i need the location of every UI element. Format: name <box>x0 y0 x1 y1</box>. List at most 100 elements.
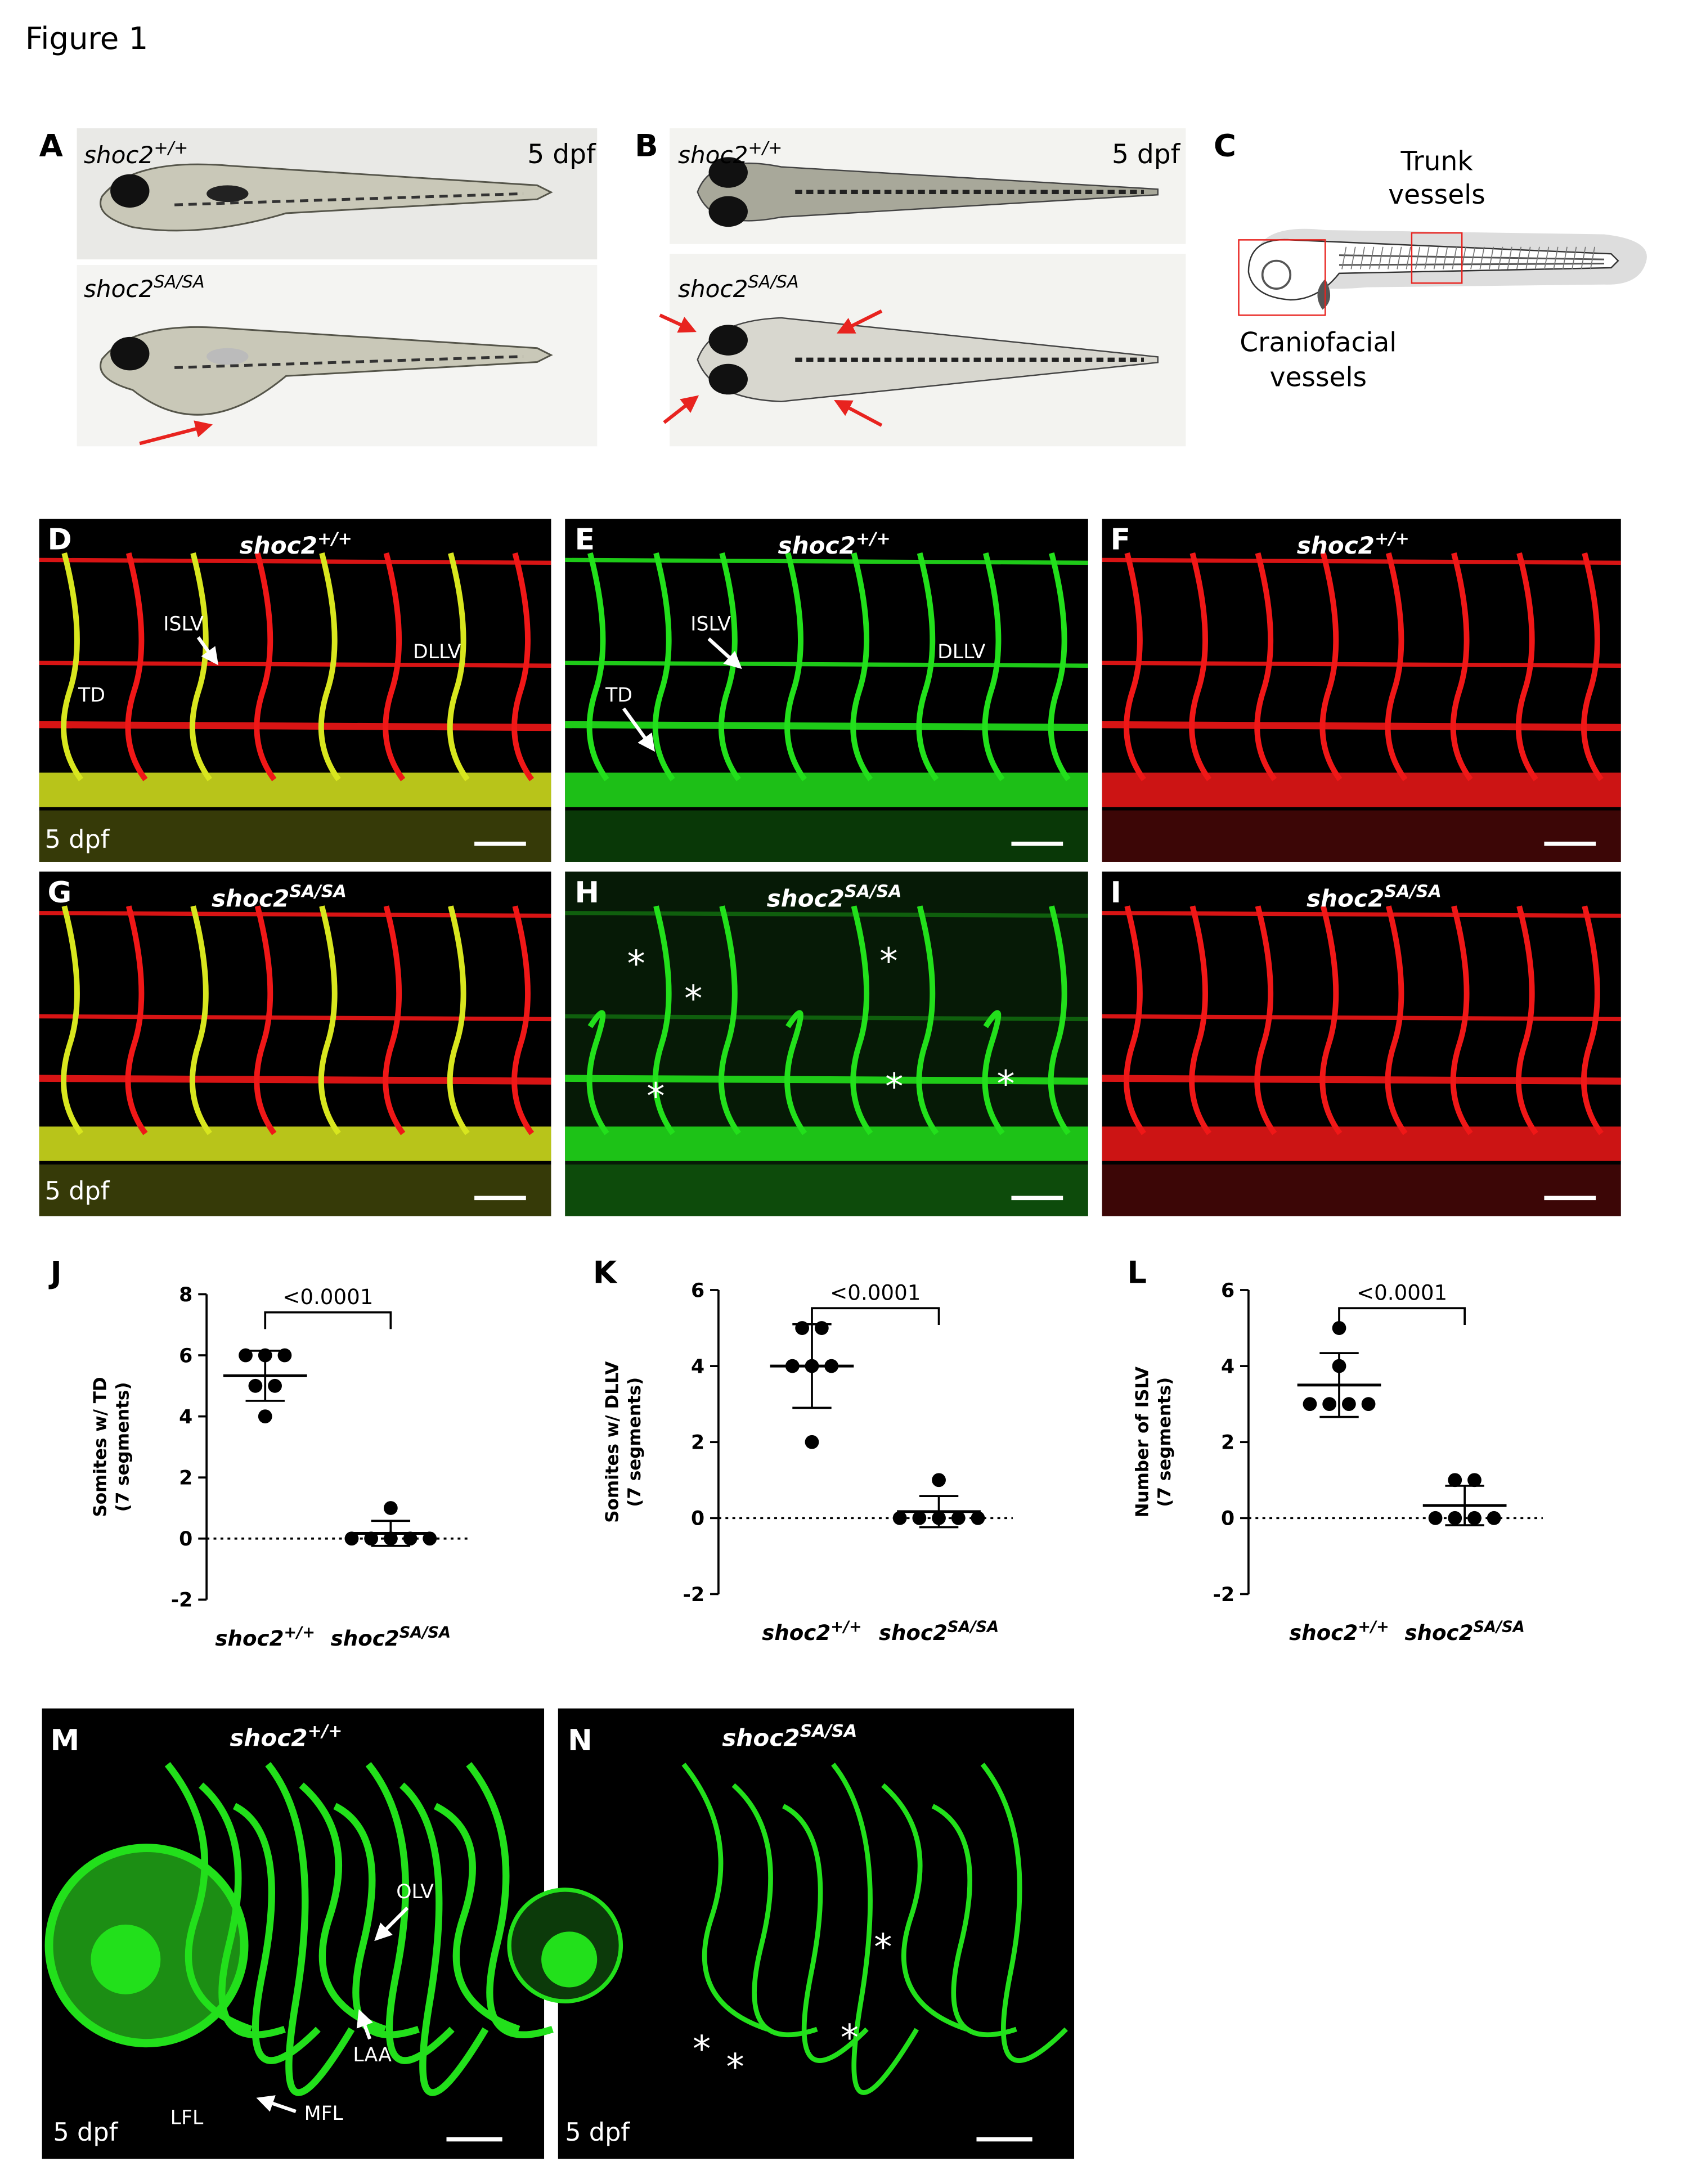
schematic-segment <box>1387 246 1393 269</box>
schematic-segment <box>1424 246 1430 269</box>
data-point <box>912 1511 927 1525</box>
significance-bracket <box>811 1307 940 1325</box>
gene: shoc2 <box>212 884 289 912</box>
genotype-label: shoc2+/+ <box>240 529 352 559</box>
schematic-segment <box>1562 246 1568 269</box>
cranial-vessel <box>333 1803 420 2038</box>
panel-letter: K <box>593 1255 618 1291</box>
x-tick-label: shoc2+/+ <box>1289 1618 1389 1645</box>
y-tick-label: -2 <box>171 1589 193 1612</box>
cranial-vessel <box>399 1782 489 2096</box>
schematic-segment <box>1378 246 1384 269</box>
allele: +/+ <box>748 138 782 158</box>
arrow <box>834 400 883 427</box>
lower-vessels <box>1102 1164 1621 1216</box>
horizontal-vessel <box>39 558 551 565</box>
vessel-label: DLLV <box>413 641 461 663</box>
schematic-label: Trunk <box>1400 146 1473 177</box>
stage-label: 5 dpf <box>527 139 596 170</box>
segmental-vessel <box>1124 905 1146 1135</box>
stage-label: 5 dpf <box>45 825 110 854</box>
figure-title: Figure 1 <box>25 20 148 56</box>
segmental-vessel <box>850 905 873 1135</box>
schematic-segment <box>1498 246 1503 269</box>
y-tick-label: 0 <box>691 1508 704 1530</box>
schematic-label: vessels <box>1388 179 1485 210</box>
data-point <box>805 1435 819 1449</box>
arrow <box>663 395 699 424</box>
genotype-label: shoc2SA/SA <box>722 1722 857 1752</box>
horizontal-vessel <box>1102 1014 1621 1022</box>
schematic-segment <box>1516 246 1522 269</box>
data-point <box>932 1473 946 1488</box>
cranial-vessel <box>731 1783 818 2037</box>
segmental-vessel <box>511 552 535 781</box>
data-point <box>1322 1397 1337 1412</box>
arrow <box>356 2009 373 2040</box>
cranial-vessel <box>365 1761 455 2064</box>
schematic-segment <box>1534 246 1540 269</box>
gene: shoc2 <box>331 1626 399 1651</box>
segmental-vessel <box>1385 905 1408 1135</box>
segmental-vessel <box>189 552 212 781</box>
axial-vessel <box>39 772 551 807</box>
panel-letter: C <box>1214 128 1236 164</box>
data-point <box>364 1531 379 1546</box>
segmental-vessel <box>916 552 939 781</box>
lens <box>91 1924 161 1994</box>
cranial-vessel <box>164 1761 253 2033</box>
cranial-vessel <box>931 1804 1017 2037</box>
data-point <box>239 1348 253 1363</box>
segmental-vessel <box>586 552 609 781</box>
allele: SA/SA <box>289 882 347 901</box>
data-point <box>1361 1397 1376 1412</box>
schematic-label: Craniofacial <box>1240 327 1397 358</box>
schematic-segment <box>1433 246 1439 269</box>
lower-vessels <box>565 1164 1088 1216</box>
segmental-vessel <box>61 552 84 781</box>
gene: shoc2 <box>1404 1620 1473 1645</box>
schematic-segment <box>1350 246 1356 269</box>
horizontal-vessel <box>1102 660 1621 668</box>
gene: shoc2 <box>84 275 154 303</box>
segmental-vessel <box>784 1010 807 1135</box>
gene: shoc2 <box>767 884 845 912</box>
segmental-vessel <box>1450 905 1473 1135</box>
cranial-vessel <box>433 1803 520 2033</box>
cranial-vessel <box>299 1782 387 2033</box>
segmental-vessel <box>254 552 277 781</box>
lower-vessels <box>565 810 1088 862</box>
schematic-segment <box>1470 246 1476 269</box>
segmental-vessel <box>1048 905 1071 1135</box>
larva-body <box>100 163 553 232</box>
allele: SA/SA <box>800 1722 858 1741</box>
horizontal-vessel <box>565 558 1088 565</box>
asterisk: * <box>885 1066 903 1108</box>
allele: +/+ <box>1358 1618 1389 1635</box>
x-tick-label: shoc2+/+ <box>762 1618 862 1645</box>
segmental-vessel <box>1319 905 1343 1135</box>
asterisk: * <box>684 978 702 1020</box>
stage-label: 5 dpf <box>565 2118 630 2147</box>
y-axis-label: (7 segments) <box>1155 1377 1175 1507</box>
schematic-segment <box>1553 246 1559 269</box>
cranial-vessel <box>782 1804 869 2063</box>
horizontal-vessel <box>39 911 551 918</box>
schematic-segment <box>1397 246 1402 269</box>
data-point <box>1448 1473 1462 1488</box>
panel-letter: I <box>1110 876 1121 910</box>
segmental-vessel <box>1515 552 1538 781</box>
schematic-segment <box>1369 246 1375 269</box>
gene: shoc2 <box>230 1724 307 1752</box>
schematic-segment <box>1415 246 1421 269</box>
gene: shoc2 <box>240 532 317 559</box>
allele: +/+ <box>284 1624 315 1641</box>
segmental-vessel <box>652 905 675 1135</box>
significance-bracket <box>1338 1307 1466 1325</box>
asterisk: * <box>996 1063 1014 1105</box>
stage-label: 5 dpf <box>45 1176 110 1206</box>
data-point <box>268 1378 282 1393</box>
arrow <box>139 420 213 446</box>
data-point <box>971 1511 985 1525</box>
panel-letter: A <box>39 128 63 164</box>
